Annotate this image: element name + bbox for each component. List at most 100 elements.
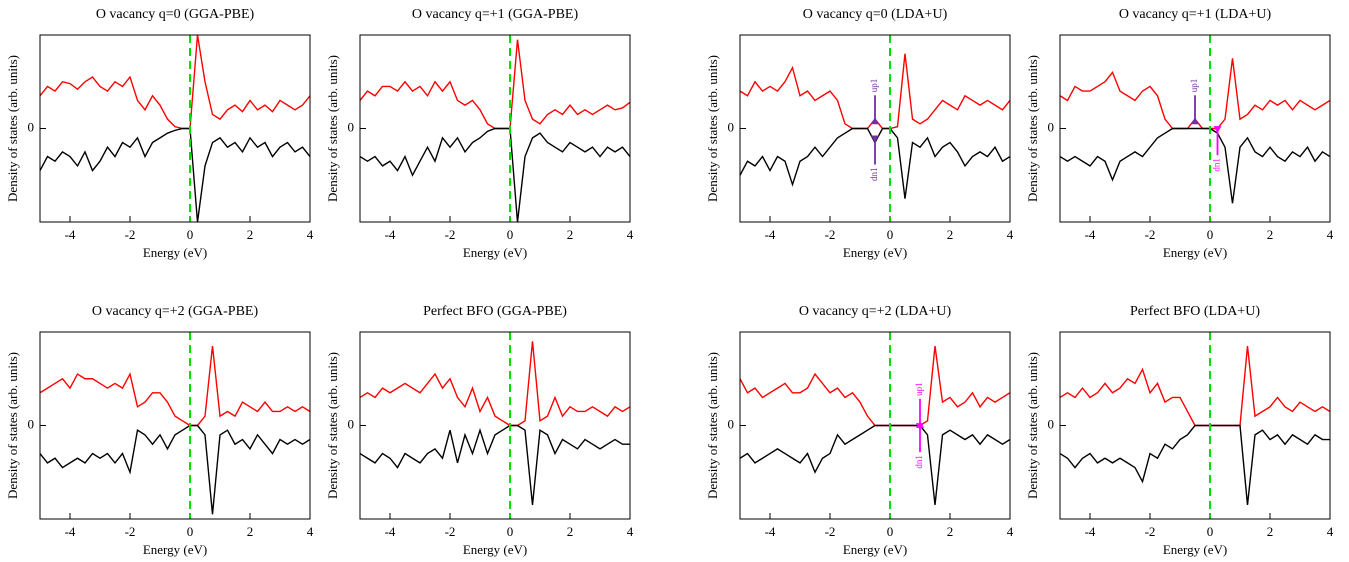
x-tick-label: -2: [125, 227, 136, 242]
x-tick-label: 0: [887, 227, 894, 242]
dos-line: [39, 127, 311, 223]
plot-frame: [739, 34, 1011, 223]
x-tick-label: -4: [65, 524, 76, 539]
x-tick-label: 4: [307, 524, 314, 539]
y-tick-label: 0: [28, 416, 35, 431]
panel: O vacancy q=+1 (GGA-PBE) Energy (eV) Densi…: [325, 7, 634, 260]
annotation-arrowhead: [916, 423, 924, 431]
y-tick-label: 0: [1048, 119, 1055, 134]
y-tick-label: 0: [728, 416, 735, 431]
x-axis-label: Energy (eV): [143, 542, 207, 557]
dos-line: [359, 341, 631, 427]
x-tick-label: 4: [307, 227, 314, 242]
y-tick-label: 0: [28, 119, 35, 134]
x-tick-label: -2: [1145, 524, 1156, 539]
x-tick-label: -2: [445, 227, 456, 242]
x-tick-label: -2: [445, 524, 456, 539]
x-tick-label: -4: [65, 227, 76, 242]
x-tick-label: -2: [1145, 227, 1156, 242]
x-axis-label: Energy (eV): [143, 245, 207, 260]
annotation-arrowhead: [871, 135, 879, 143]
annotation-label: up1: [1189, 79, 1199, 93]
panel-title: O vacancy q=0 (LDA+U): [803, 7, 948, 22]
x-tick-label: 4: [1007, 524, 1014, 539]
plot-frame: [1059, 34, 1331, 223]
x-tick-label: 0: [507, 524, 514, 539]
annotation-arrowhead: [1213, 126, 1222, 134]
y-axis-label: Density of states (arb. units): [5, 352, 20, 499]
x-tick-label: 0: [187, 227, 194, 242]
y-axis-label: Density of states (arb. units): [705, 352, 720, 499]
dos-line: [39, 345, 311, 427]
annotation-label: up1: [914, 382, 924, 396]
panel: O vacancy q=+2 (LDA+U) Energy (eV) Density…: [705, 304, 1014, 557]
x-tick-label: 0: [1207, 227, 1214, 242]
x-tick-label: 4: [1327, 227, 1334, 242]
y-axis-label: Density of states (arb. units): [1025, 352, 1040, 499]
plot-frame: [1059, 331, 1331, 520]
y-axis-label: Density of states (arb. units): [5, 55, 20, 202]
x-axis-label: Energy (eV): [463, 245, 527, 260]
plot-frame: [739, 331, 1011, 520]
dos-line: [1059, 424, 1330, 506]
x-tick-label: 2: [567, 524, 574, 539]
plot-frame: [39, 331, 311, 520]
x-tick-label: 4: [627, 227, 634, 242]
panel-title: Perfect BFO (GGA-PBE): [423, 304, 567, 319]
x-tick-label: -4: [385, 524, 396, 539]
dos-line: [39, 34, 311, 130]
panel-title: O vacancy q=+1 (GGA-PBE): [412, 7, 579, 22]
x-tick-label: 2: [947, 227, 954, 242]
dos-line: [359, 424, 630, 506]
panel-title: O vacancy q=+2 (GGA-PBE): [92, 304, 259, 319]
y-tick-label: 0: [348, 119, 355, 134]
x-tick-label: -4: [1085, 227, 1096, 242]
dos-line: [739, 345, 1011, 427]
plot-frame: [39, 34, 311, 223]
x-axis-label: Energy (eV): [463, 542, 527, 557]
x-tick-label: -2: [125, 524, 136, 539]
x-tick-label: 2: [1267, 227, 1274, 242]
x-axis-label: Energy (eV): [1163, 245, 1227, 260]
x-tick-label: 2: [947, 524, 954, 539]
x-tick-label: -2: [825, 227, 836, 242]
y-axis-label: Density of states (arb. units): [705, 55, 720, 202]
x-tick-label: 4: [627, 524, 634, 539]
y-axis-label: Density of states (arb. units): [325, 55, 340, 202]
dos-line: [1059, 345, 1331, 427]
annotation-label: dn1: [1212, 158, 1222, 172]
plot-frame: [359, 331, 631, 520]
y-axis-label: Density of states (arb. units): [1025, 55, 1040, 202]
x-axis-label: Energy (eV): [843, 542, 907, 557]
dos-line: [359, 127, 631, 223]
dos-line: [739, 424, 1011, 506]
y-axis-label: Density of states (arb. units): [325, 352, 340, 499]
x-tick-label: 2: [1267, 524, 1274, 539]
x-tick-label: -4: [1085, 524, 1096, 539]
annotation-label: dn1: [914, 455, 924, 469]
y-tick-label: 0: [348, 416, 355, 431]
panel: O vacancy q=0 (GGA-PBE) Energy (eV) Densit…: [5, 7, 314, 260]
x-tick-label: 4: [1327, 524, 1334, 539]
panel: Perfect BFO (LDA+U) Energy (eV) Density of…: [1025, 304, 1334, 557]
panel-title: O vacancy q=+2 (LDA+U): [799, 304, 952, 319]
x-tick-label: -4: [765, 524, 776, 539]
x-tick-label: -2: [825, 524, 836, 539]
x-tick-label: 2: [247, 227, 254, 242]
x-tick-label: 0: [507, 227, 514, 242]
panel-title: Perfect BFO (LDA+U): [1130, 304, 1260, 319]
x-tick-label: 2: [247, 524, 254, 539]
annotation-arrowhead: [1191, 117, 1199, 125]
annotation-label: up1: [869, 79, 879, 93]
panel: O vacancy q=0 (LDA+U) Energy (eV) Density …: [705, 7, 1014, 260]
annotation-label: dn1: [869, 168, 879, 182]
y-tick-label: 0: [728, 119, 735, 134]
x-tick-label: -4: [765, 227, 776, 242]
x-tick-label: 0: [887, 524, 894, 539]
panel-title: O vacancy q=0 (GGA-PBE): [96, 7, 255, 22]
plot-frame: [359, 34, 631, 223]
x-tick-label: 4: [1007, 227, 1014, 242]
panel: O vacancy q=+1 (LDA+U) Energy (eV) Density…: [1025, 7, 1334, 260]
panel: O vacancy q=+2 (GGA-PBE) Energy (eV) Densi…: [5, 304, 314, 557]
